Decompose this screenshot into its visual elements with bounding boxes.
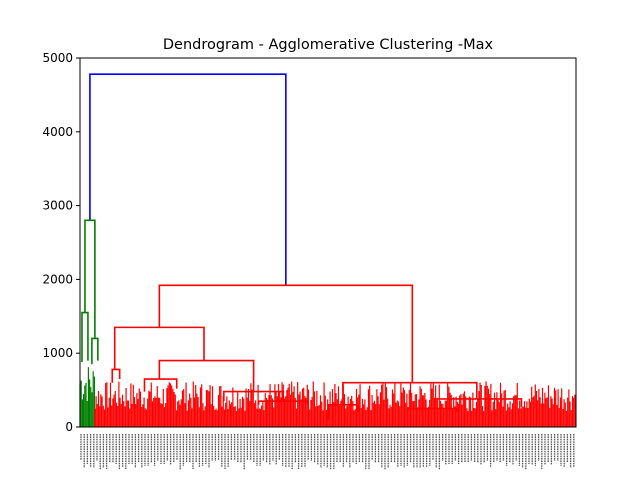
dendrogram-link-14 — [436, 398, 523, 409]
dendrogram-link-5 — [158, 284, 414, 383]
y-tick-label: 5000 — [42, 51, 73, 65]
y-tick-label: 3000 — [42, 199, 73, 213]
y-tick-label: 1000 — [42, 346, 73, 360]
y-axis: 0 1000 2000 3000 4000 5000 — [42, 51, 80, 434]
leaf-cluster-1 — [79, 367, 96, 427]
y-tick-label: 2000 — [42, 272, 73, 286]
dendrogram-links — [81, 73, 523, 420]
dendrogram-link-3 — [81, 311, 89, 363]
y-tick-label: 0 — [65, 420, 73, 434]
dendrogram-link-9 — [143, 378, 178, 392]
dendrogram-link-12 — [342, 381, 478, 405]
dendrogram-link-13 — [327, 404, 359, 420]
leaf-clusters — [79, 367, 576, 427]
dendrogram-link-2 — [84, 219, 96, 339]
dendrogram-link-6 — [113, 326, 205, 370]
dendrogram-link-4 — [91, 337, 99, 365]
dendrogram-link-10 — [223, 390, 285, 402]
dendrogram-link-7 — [111, 368, 121, 383]
y-tick-label: 4000 — [42, 125, 73, 139]
leaf-cluster-2 — [94, 381, 576, 427]
dendrogram-link-11 — [257, 400, 309, 405]
chart-title: Dendrogram - Agglomerative Clustering -M… — [163, 37, 494, 53]
dendrogram-link-1 — [89, 73, 287, 286]
dendrogram-link-15 — [406, 407, 458, 413]
plot-frame — [79, 57, 577, 428]
x-axis-leaf-labels — [80, 434, 575, 470]
dendrogram-link-8 — [158, 359, 255, 392]
